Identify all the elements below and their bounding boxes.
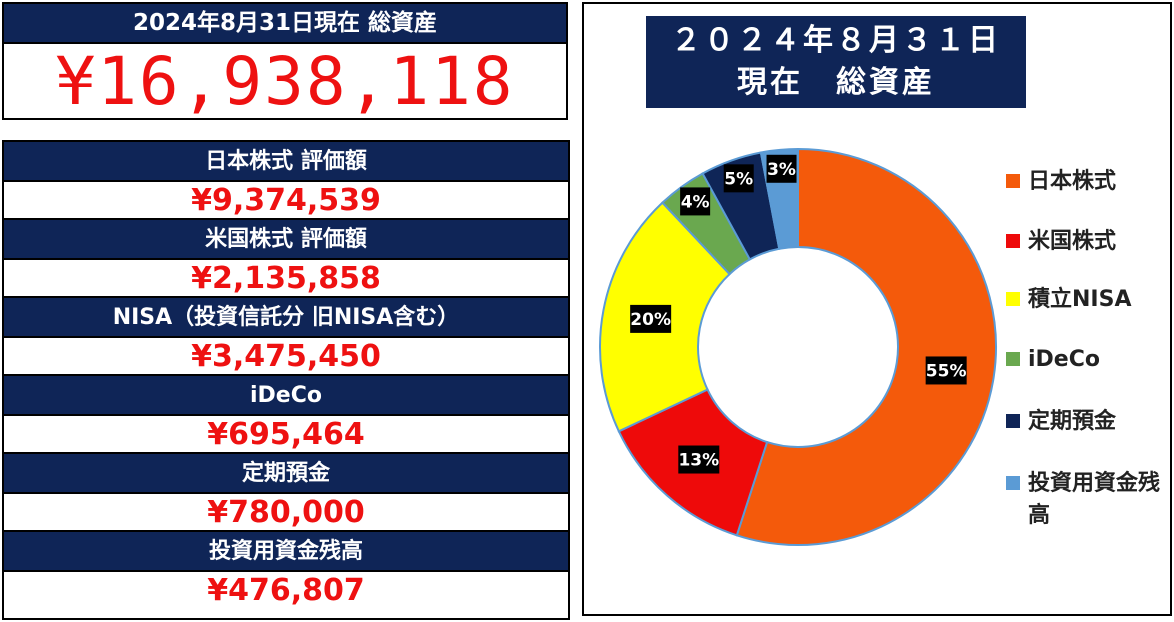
total-assets-panel: 2024年8月31日現在 総資産 ¥16,938,118 [2, 2, 568, 120]
asset-value-investment-cash: ¥476,807 [4, 572, 568, 610]
data-label-japan-stocks: 55% [925, 356, 967, 385]
asset-value-japan-stocks: ¥9,374,539 [4, 182, 568, 220]
chart-title-line2: 現在 総資産 [737, 65, 935, 100]
data-label-box [630, 304, 672, 333]
legend-label: 投資用資金残高 [1028, 471, 1161, 528]
legend-swatch [1006, 352, 1020, 366]
asset-breakdown-list: 日本株式 評価額 ¥9,374,539 米国株式 評価額 ¥2,135,858 … [2, 140, 570, 620]
legend-label: iDeCo [1028, 347, 1100, 372]
data-label-box [678, 445, 720, 474]
legend-swatch [1006, 292, 1020, 306]
data-label-box [766, 154, 797, 183]
data-label-text: 5% [724, 169, 753, 189]
legend-label: 米国株式 [1028, 229, 1117, 254]
legend-swatch [1006, 414, 1020, 428]
legend-swatch [1006, 174, 1020, 188]
legend-item-japan-stocks: 日本株式 [1006, 166, 1160, 198]
asset-allocation-chart-panel: 55% 13% 20% 4% 5% 3% ２０２４年８月３１日 現在 総資産 日本株式米国… [582, 2, 1172, 616]
asset-value-us-stocks: ¥2,135,858 [4, 260, 568, 298]
legend-label: 積立NISA [1028, 287, 1132, 312]
data-label-text: 13% [678, 451, 719, 471]
legend-swatch [1006, 234, 1020, 248]
total-assets-header: 2024年8月31日現在 総資産 [4, 4, 566, 42]
donut-slice-japan-stocks [735, 147, 997, 546]
data-label-text: 3% [767, 160, 796, 180]
total-assets-value: ¥16,938,118 [4, 42, 566, 120]
legend-item-investment-cash: 投資用資金残高 [1006, 468, 1160, 532]
asset-label-nisa: NISA（投資信託分 旧NISA含む） [4, 298, 568, 338]
data-label-text: 55% [926, 361, 967, 381]
legend-item-us-stocks: 米国株式 [1006, 226, 1160, 258]
asset-label-us-stocks: 米国株式 評価額 [4, 220, 568, 260]
data-label-ideco: 4% [680, 187, 711, 216]
data-label-investment-cash: 3% [766, 154, 797, 183]
data-label-box [723, 164, 754, 193]
asset-value-nisa: ¥3,475,450 [4, 338, 568, 376]
legend-item-nisa: 積立NISA [1006, 284, 1160, 316]
data-label-us-stocks: 13% [678, 445, 720, 474]
legend-label: 日本株式 [1028, 169, 1117, 194]
asset-value-ideco: ¥695,464 [4, 416, 568, 454]
asset-value-time-deposit: ¥780,000 [4, 494, 568, 532]
data-label-box [925, 356, 967, 385]
asset-label-time-deposit: 定期預金 [4, 454, 568, 494]
legend-label: 定期預金 [1028, 409, 1117, 434]
legend-item-ideco: iDeCo [1006, 344, 1160, 376]
donut-chart: 55% 13% 20% 4% 5% 3% [599, 147, 997, 546]
data-label-text: 20% [630, 310, 671, 330]
legend-item-time-deposit: 定期預金 [1006, 406, 1160, 438]
asset-label-ideco: iDeCo [4, 376, 568, 416]
asset-label-japan-stocks: 日本株式 評価額 [4, 142, 568, 182]
data-label-box [680, 187, 711, 216]
chart-title: ２０２４年８月３１日 現在 総資産 [646, 16, 1026, 108]
data-label-nisa: 20% [630, 304, 672, 333]
legend-swatch [1006, 476, 1020, 490]
chart-title-line1: ２０２４年８月３１日 [671, 23, 1001, 58]
data-label-time-deposit: 5% [723, 164, 754, 193]
data-label-text: 4% [681, 192, 710, 212]
asset-label-investment-cash: 投資用資金残高 [4, 532, 568, 572]
